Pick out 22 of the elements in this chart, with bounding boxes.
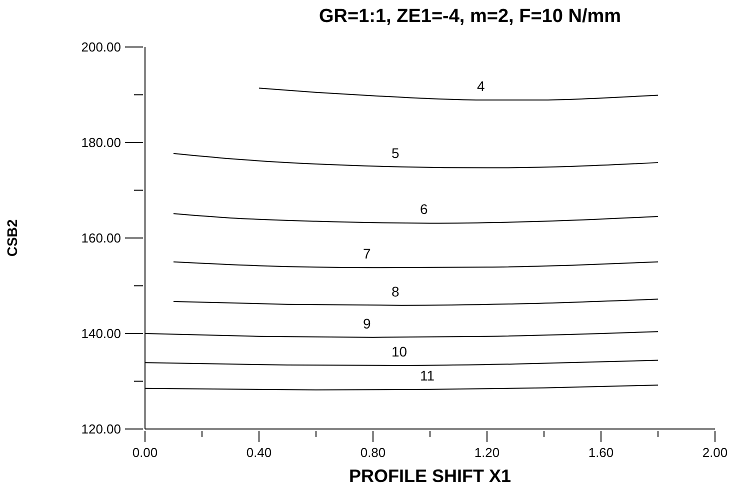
y-tick-label: 120.00	[81, 422, 121, 437]
series-label: 11	[420, 367, 435, 384]
y-tick-label: 200.00	[81, 40, 121, 55]
y-tick-label: 180.00	[81, 135, 121, 150]
y-tick-label: 160.00	[81, 230, 121, 246]
series-label: 10	[392, 343, 408, 360]
x-axis-title: PROFILE SHIFT X1	[348, 466, 512, 486]
series-label: 5	[392, 144, 400, 161]
x-tick-label: 0.00	[132, 445, 158, 460]
chart-title: GR=1:1, ZE1=-4, m=2, F=10 N/mm	[318, 6, 622, 28]
y-axis-title: CSB2	[4, 219, 20, 257]
series-label: 9	[363, 315, 371, 332]
series-label: 6	[420, 201, 428, 218]
series-label: 4	[477, 78, 485, 94]
series-label: 8	[392, 283, 400, 300]
x-tick-label: 0.40	[246, 445, 272, 460]
y-tick-label: 140.00	[81, 326, 121, 342]
x-tick-label: 0.80	[360, 445, 386, 460]
x-tick-label: 1.60	[588, 445, 614, 460]
x-tick-label: 2.00	[702, 445, 728, 460]
x-tick-label: 1.20	[474, 445, 500, 460]
series-label: 7	[363, 246, 371, 262]
